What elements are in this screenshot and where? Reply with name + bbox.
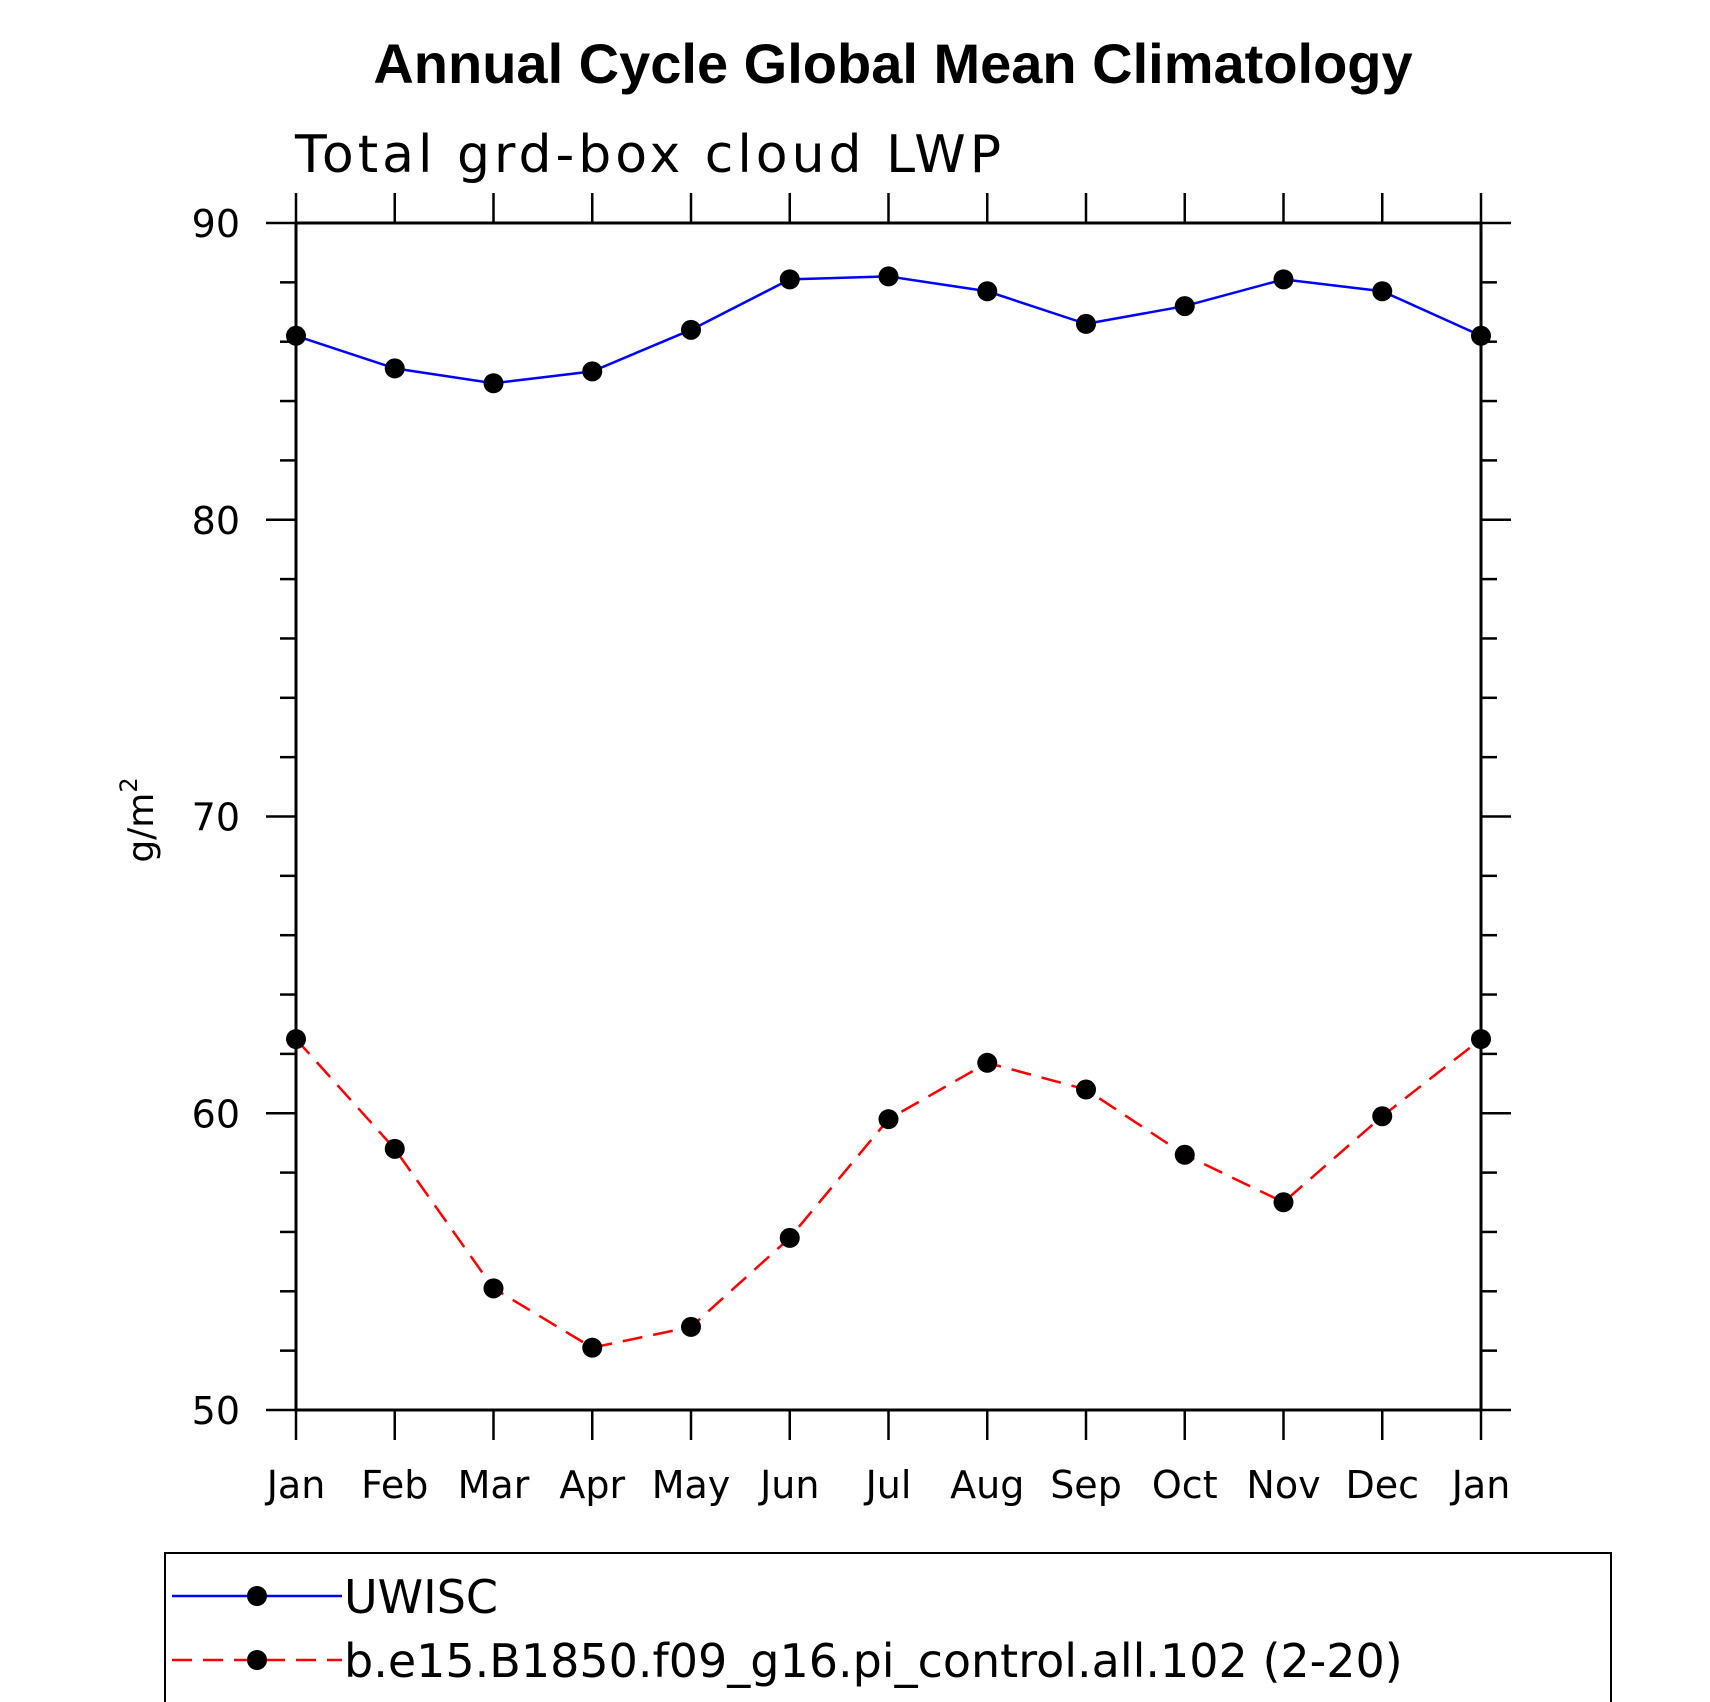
- data-point: [1076, 1079, 1096, 1100]
- data-point: [1076, 313, 1096, 334]
- legend-box: [164, 1552, 1612, 1702]
- data-point: [1273, 269, 1294, 290]
- legend-marker: [247, 1650, 267, 1670]
- data-point: [1372, 1106, 1393, 1127]
- data-point: [977, 1052, 998, 1073]
- data-point: [1174, 1144, 1195, 1165]
- data-point: [286, 1029, 306, 1050]
- data-point: [1471, 325, 1491, 346]
- data-point: [878, 266, 899, 287]
- data-point: [1174, 296, 1195, 317]
- x-tick-label: Feb: [361, 1463, 428, 1507]
- data-point: [1273, 1192, 1294, 1213]
- x-axis: Jan Feb Mar Apr May Jun Jul Aug Sep Oct Nov Dec Jan: [265, 193, 1511, 1507]
- legend-item-1: UWISC: [172, 1570, 498, 1624]
- legend-marker: [247, 1586, 267, 1606]
- plot-frame: [294, 221, 1483, 1412]
- y-tick-label: 90: [192, 202, 240, 246]
- y-tick-label: 50: [192, 1389, 240, 1433]
- plot-border: [294, 221, 1483, 1412]
- chart-subtitle: Total grd-box cloud LWP: [294, 125, 1005, 185]
- chart-title: Annual Cycle Global Mean Climatology: [373, 32, 1412, 95]
- data-point: [582, 1337, 603, 1358]
- data-point: [483, 1278, 504, 1299]
- legend-item-2: b.e15.B1850.f09_g16.pi_control.all.102 (…: [172, 1634, 1403, 1688]
- x-tick-label: Jan: [265, 1463, 326, 1507]
- legend-label: b.e15.B1850.f09_g16.pi_control.all.102 (…: [344, 1634, 1403, 1688]
- x-tick-label: May: [652, 1463, 731, 1507]
- x-tick-label: Oct: [1152, 1463, 1218, 1507]
- y-tick-label: 80: [192, 499, 240, 543]
- x-tick-label: Aug: [950, 1463, 1024, 1507]
- x-tick-label: Sep: [1050, 1463, 1122, 1507]
- data-point: [1372, 281, 1393, 302]
- legend: UWISC b.e15.B1850.f09_g16.pi_control.all.…: [164, 1552, 1612, 1702]
- data-point: [681, 319, 701, 340]
- x-tick-label: Apr: [559, 1463, 625, 1507]
- series-2: [286, 1029, 1491, 1358]
- data-point: [681, 1316, 701, 1337]
- data-point: [1471, 1029, 1491, 1050]
- series-line: [295, 1038, 1482, 1350]
- series-layer: [286, 266, 1491, 1358]
- data-point: [384, 358, 405, 379]
- x-tick-label: Nov: [1246, 1463, 1320, 1507]
- data-point: [286, 325, 306, 346]
- y-axis: 50 60 70 80 90: [192, 202, 1511, 1433]
- data-point: [779, 1227, 800, 1248]
- data-point: [779, 269, 800, 290]
- legend-label: UWISC: [344, 1570, 498, 1624]
- data-point: [483, 373, 504, 394]
- data-point: [384, 1138, 405, 1159]
- x-tick-label: Mar: [458, 1463, 530, 1507]
- series-line: [295, 275, 1482, 385]
- x-tick-label: Jan: [1450, 1463, 1511, 1507]
- y-tick-label: 60: [192, 1092, 240, 1136]
- x-tick-label: Dec: [1345, 1463, 1419, 1507]
- y-tick-label: 70: [192, 796, 240, 840]
- x-tick-label: Jun: [758, 1463, 819, 1507]
- data-point: [977, 281, 998, 302]
- y-axis-label-superscript: 2: [115, 777, 143, 792]
- data-point: [582, 361, 603, 382]
- y-axis-label: g/m2: [115, 777, 162, 862]
- x-tick-label: Jul: [864, 1463, 912, 1507]
- series-1: [286, 266, 1491, 394]
- data-point: [878, 1109, 899, 1130]
